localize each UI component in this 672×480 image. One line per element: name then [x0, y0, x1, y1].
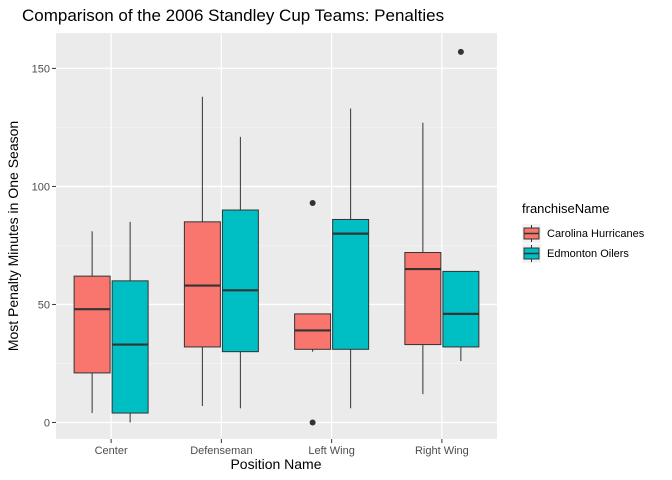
box-center-carolina-hurricanes — [73, 231, 111, 414]
outlier-point — [457, 48, 464, 55]
legend-key-carolina-hurricanes: Carolina Hurricanes — [522, 224, 645, 243]
box-left-wing-edmonton-oilers — [332, 108, 370, 409]
legend-title: franchiseName — [522, 201, 609, 216]
boxes — [73, 48, 480, 426]
box-body — [221, 209, 259, 353]
y-tick-label: 50 — [38, 299, 50, 311]
y-tick-label: 150 — [32, 63, 50, 75]
outlier-point — [309, 419, 316, 426]
legend-label: Carolina Hurricanes — [547, 228, 645, 240]
x-tick-label: Right Wing — [415, 445, 469, 457]
box-body — [183, 221, 221, 348]
x-tick-label: Defenseman — [190, 445, 252, 457]
legend: franchiseName Carolina Hurricanes Edmonto… — [522, 201, 645, 263]
box-right-wing-edmonton-oilers — [442, 48, 480, 362]
x-tick-label: Center — [95, 445, 128, 457]
y-axis-title: Most Penalty Minutes in One Season — [5, 121, 21, 351]
box-body — [294, 313, 332, 350]
outlier-point — [309, 199, 316, 206]
box-body — [404, 252, 442, 346]
x-tick-label: Left Wing — [308, 445, 354, 457]
box-body — [73, 275, 111, 374]
grid-lines — [56, 33, 497, 439]
y-axis-ticks: 0 50 100 150 — [32, 63, 56, 429]
box-defenseman-carolina-hurricanes — [183, 96, 221, 406]
legend-label: Edmonton Oilers — [547, 248, 629, 260]
x-axis-ticks: Center Defenseman Left Wing Right Wing — [95, 439, 469, 457]
chart-title: Comparison of the 2006 Standley Cup Team… — [22, 6, 444, 25]
box-body — [332, 218, 370, 350]
legend-key-edmonton-oilers: Edmonton Oilers — [522, 244, 629, 263]
box-right-wing-carolina-hurricanes — [404, 122, 442, 395]
box-body — [111, 280, 149, 414]
y-tick-label: 100 — [32, 181, 50, 193]
box-left-wing-carolina-hurricanes — [294, 199, 332, 426]
box-center-edmonton-oilers — [111, 221, 149, 423]
box-defenseman-edmonton-oilers — [221, 136, 259, 409]
x-axis-title: Position Name — [230, 456, 321, 472]
y-tick-label: 0 — [44, 417, 50, 429]
box-body — [442, 270, 480, 348]
